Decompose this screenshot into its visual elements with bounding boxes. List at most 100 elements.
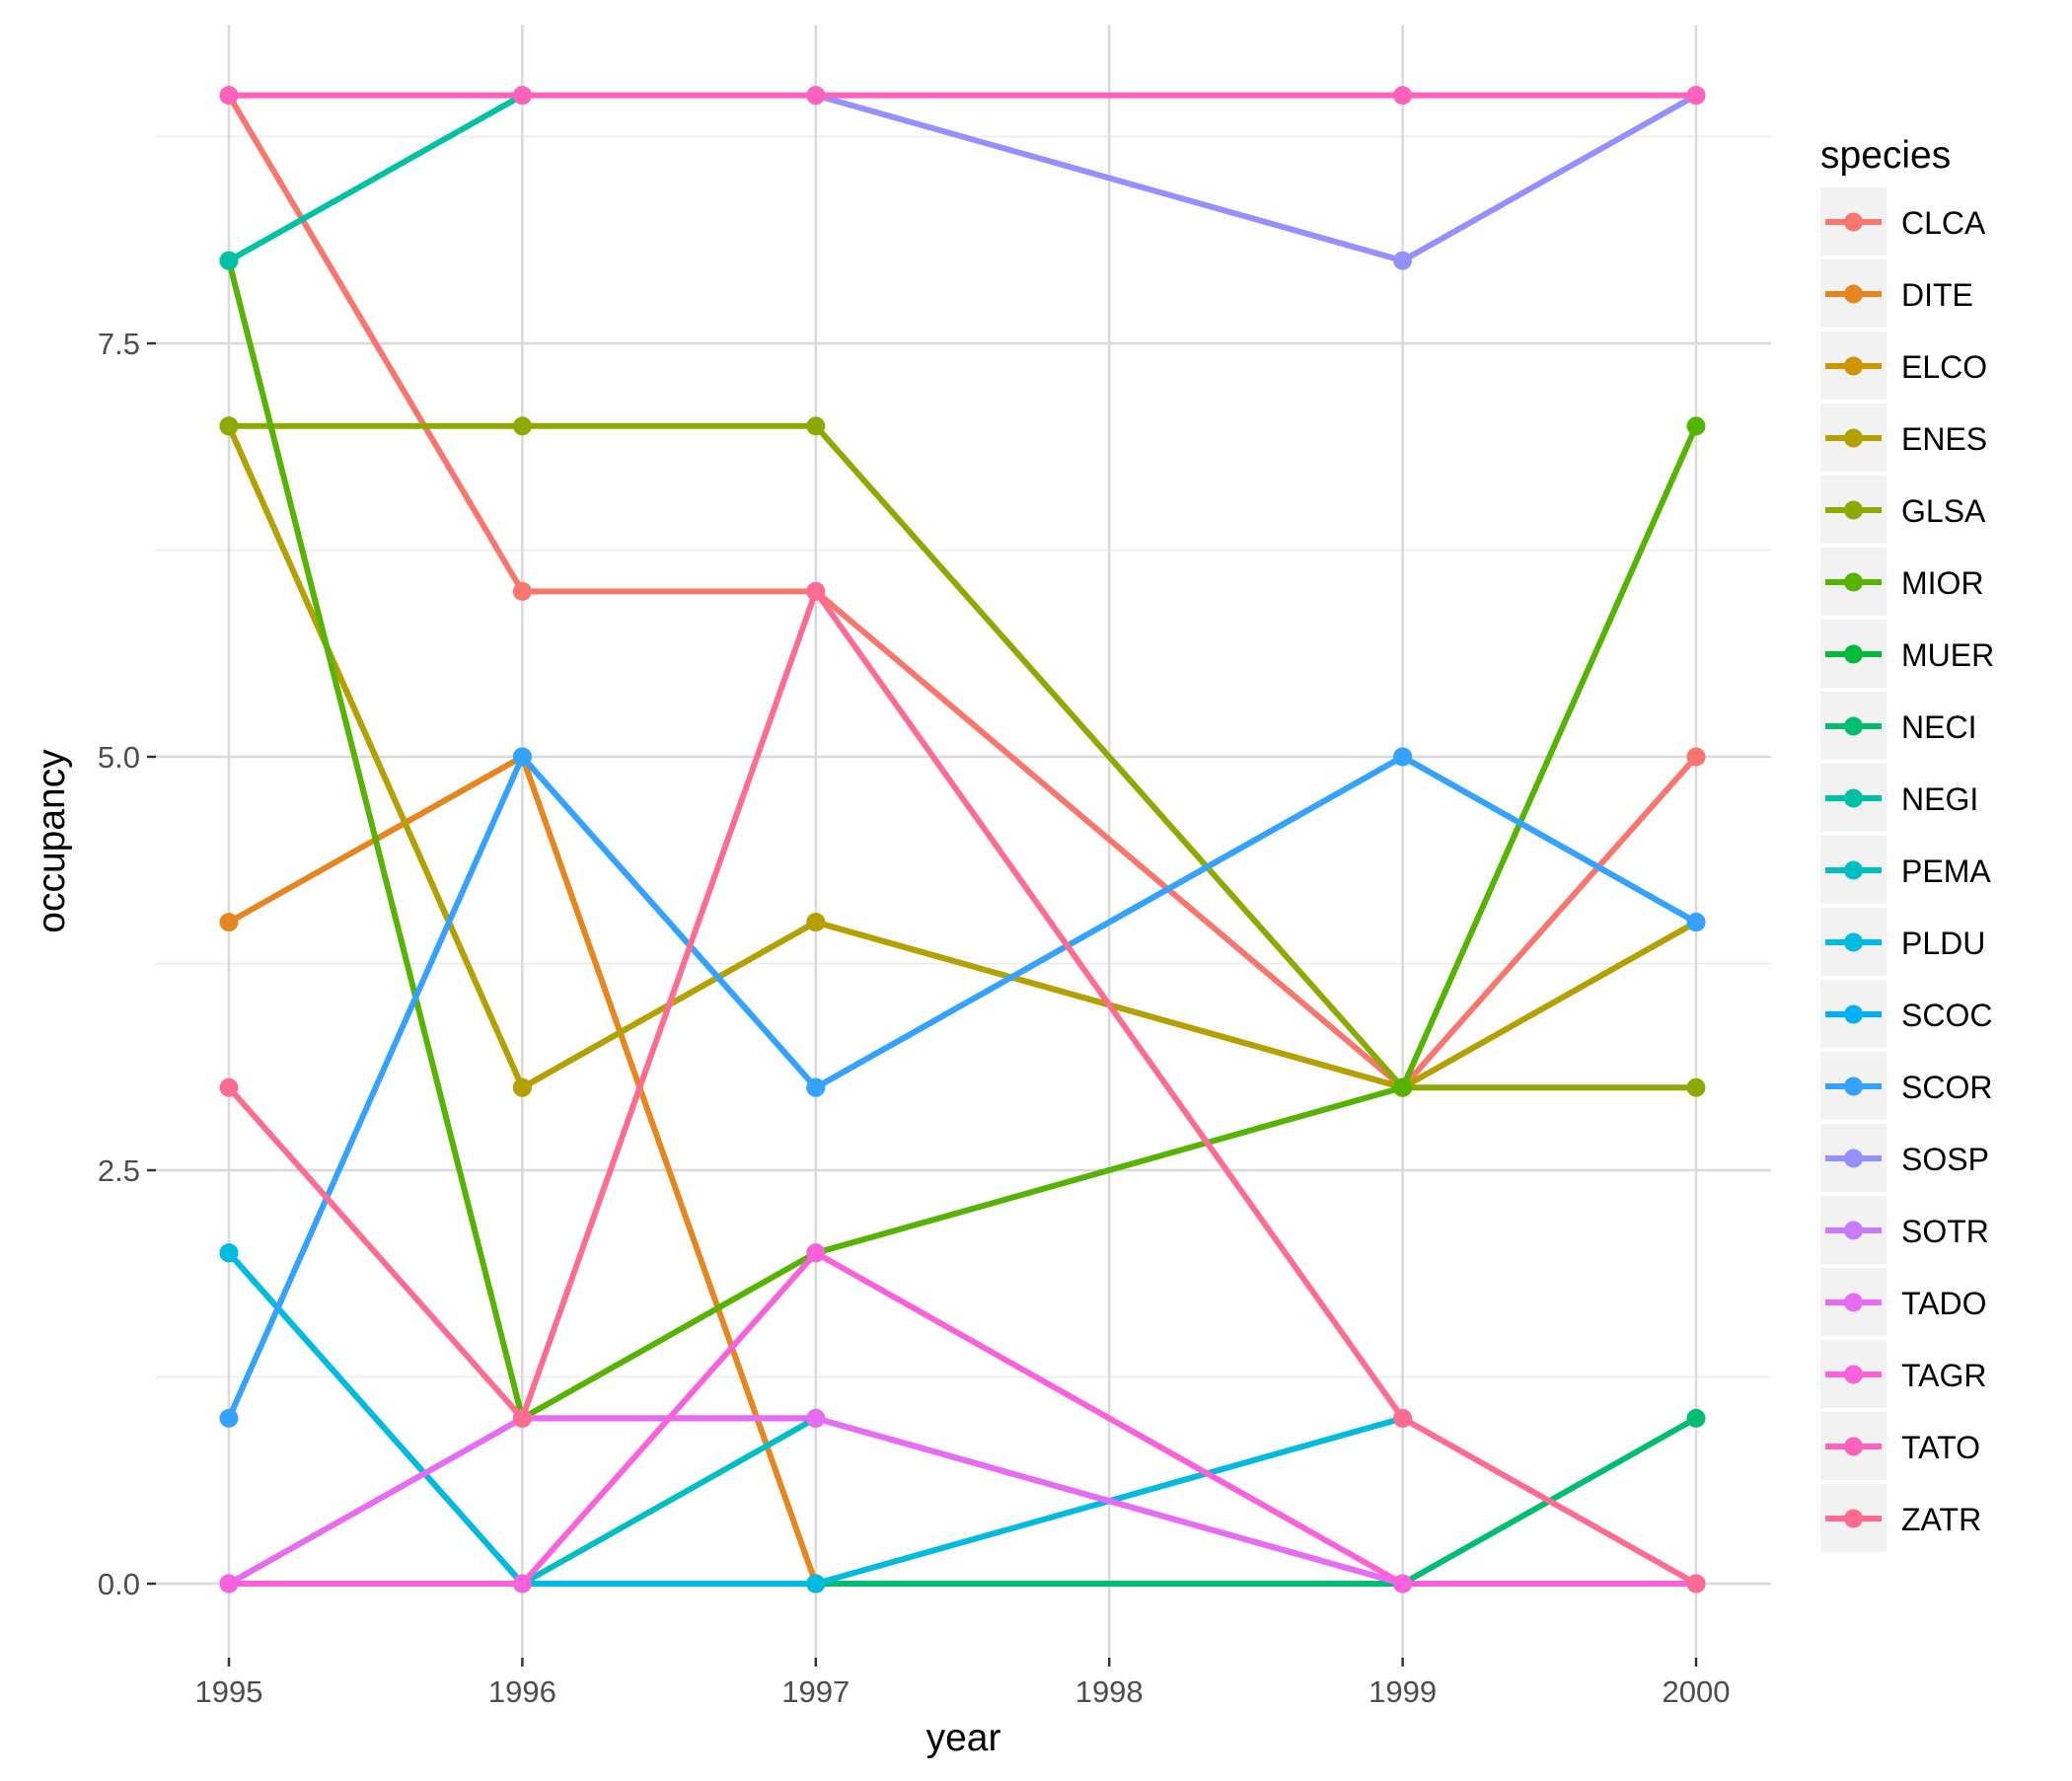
legend-item: ELCO bbox=[1820, 332, 1987, 400]
data-point bbox=[1686, 747, 1706, 767]
legend-item: SOSP bbox=[1820, 1124, 1989, 1192]
legend-key-point bbox=[1844, 716, 1863, 736]
data-point bbox=[219, 86, 239, 106]
legend-key-point bbox=[1844, 932, 1863, 952]
legend-item: SCOC bbox=[1820, 980, 1992, 1048]
y-tick-label: 0.0 bbox=[98, 1567, 140, 1601]
x-tick-label: 1996 bbox=[488, 1674, 556, 1709]
data-point bbox=[512, 581, 532, 601]
legend-item: TATO bbox=[1820, 1412, 1980, 1480]
legend-label: ELCO bbox=[1901, 349, 1987, 385]
data-point bbox=[219, 913, 239, 932]
legend-label: SOSP bbox=[1901, 1142, 1989, 1177]
legend-label: NEGI bbox=[1901, 781, 1978, 817]
series-scor bbox=[219, 747, 1706, 1428]
series-lines bbox=[219, 86, 1706, 1594]
y-tick-label: 5.0 bbox=[98, 740, 140, 775]
axes: 0.0 2.5 5.0 7.5 1995 1996 1997 1998 1999 2000 bbox=[98, 327, 1731, 1709]
data-point bbox=[1686, 1574, 1706, 1594]
data-point bbox=[512, 1077, 532, 1097]
series-tato bbox=[219, 86, 1706, 106]
data-point bbox=[512, 747, 532, 767]
data-point bbox=[1686, 86, 1706, 106]
legend-key-point bbox=[1844, 788, 1863, 808]
series-line bbox=[227, 92, 524, 263]
data-point bbox=[806, 416, 826, 436]
legend-label: TAGR bbox=[1901, 1358, 1987, 1393]
data-point bbox=[1686, 1408, 1706, 1428]
data-point bbox=[1686, 1077, 1706, 1097]
legend-item: MUER bbox=[1820, 620, 1994, 688]
x-axis-title: year bbox=[926, 1717, 1001, 1759]
legend-key-point bbox=[1844, 1221, 1863, 1240]
data-point bbox=[806, 1077, 826, 1097]
legend-key-point bbox=[1844, 1293, 1863, 1312]
data-point bbox=[806, 581, 826, 601]
x-tick-label: 1998 bbox=[1075, 1674, 1144, 1709]
data-point bbox=[1393, 1408, 1413, 1428]
legend-label: NECI bbox=[1901, 709, 1976, 745]
data-point bbox=[219, 416, 239, 436]
legend-label: MIOR bbox=[1901, 565, 1984, 601]
x-tick-label: 1995 bbox=[195, 1674, 263, 1709]
legend-key-point bbox=[1844, 212, 1863, 232]
legend-key-point bbox=[1844, 428, 1863, 448]
legend-item: SCOR bbox=[1820, 1052, 1992, 1120]
data-point bbox=[1393, 1077, 1413, 1097]
legend-key-point bbox=[1844, 1437, 1863, 1456]
data-point bbox=[806, 86, 826, 106]
data-point bbox=[219, 1574, 239, 1594]
legend-item: DITE bbox=[1820, 260, 1973, 328]
x-tick-label: 2000 bbox=[1663, 1674, 1731, 1709]
legend-label: SOTR bbox=[1901, 1214, 1989, 1249]
data-point bbox=[1686, 913, 1706, 932]
data-point bbox=[1686, 416, 1706, 436]
data-point bbox=[1393, 86, 1413, 106]
y-axis-title: occupancy bbox=[31, 749, 73, 933]
data-point bbox=[806, 1408, 826, 1428]
legend-label: MUER bbox=[1901, 637, 1994, 673]
legend-label: DITE bbox=[1901, 277, 1973, 313]
legend-item: NECI bbox=[1820, 692, 1976, 760]
data-point bbox=[219, 1408, 239, 1428]
legend-label: ZATR bbox=[1901, 1502, 1981, 1537]
legend-key-point bbox=[1844, 356, 1863, 376]
data-point bbox=[219, 1077, 239, 1097]
legend-label: PEMA bbox=[1901, 853, 1991, 889]
legend-key-point bbox=[1844, 500, 1863, 520]
series-zatr bbox=[219, 581, 1706, 1594]
legend-item: ENES bbox=[1820, 404, 1987, 472]
legend-key-point bbox=[1844, 860, 1863, 880]
legend-label: TATO bbox=[1901, 1430, 1980, 1465]
legend-item: SOTR bbox=[1820, 1196, 1989, 1264]
legend-item: TADO bbox=[1820, 1268, 1987, 1336]
data-point bbox=[512, 1574, 532, 1594]
legend-item: TAGR bbox=[1820, 1340, 1987, 1408]
y-tick-label: 7.5 bbox=[98, 327, 140, 361]
data-point bbox=[1393, 251, 1413, 270]
legend-key-point bbox=[1844, 1365, 1863, 1384]
legend-key-point bbox=[1844, 1004, 1863, 1024]
legend-key-point bbox=[1844, 284, 1863, 304]
legend-label: PLDU bbox=[1901, 926, 1985, 961]
legend-key-point bbox=[1844, 644, 1863, 664]
legend-title: species bbox=[1820, 134, 1951, 177]
legend-label: GLSA bbox=[1901, 493, 1986, 529]
data-point bbox=[512, 416, 532, 436]
data-point bbox=[512, 86, 532, 106]
legend-key-point bbox=[1844, 1076, 1863, 1096]
legend-item: GLSA bbox=[1820, 476, 1986, 544]
legend: species CLCA DITE ELCO ENES GLSA MIOR MUER NECI… bbox=[1820, 134, 1994, 1552]
legend-item: PEMA bbox=[1820, 836, 1991, 904]
data-point bbox=[512, 1408, 532, 1428]
legend-item: NEGI bbox=[1820, 764, 1978, 832]
legend-item: CLCA bbox=[1820, 187, 1986, 256]
data-point bbox=[806, 913, 826, 932]
y-tick-label: 2.5 bbox=[98, 1153, 140, 1188]
legend-label: CLCA bbox=[1901, 205, 1986, 241]
data-point bbox=[806, 1243, 826, 1263]
data-point bbox=[219, 1243, 239, 1263]
